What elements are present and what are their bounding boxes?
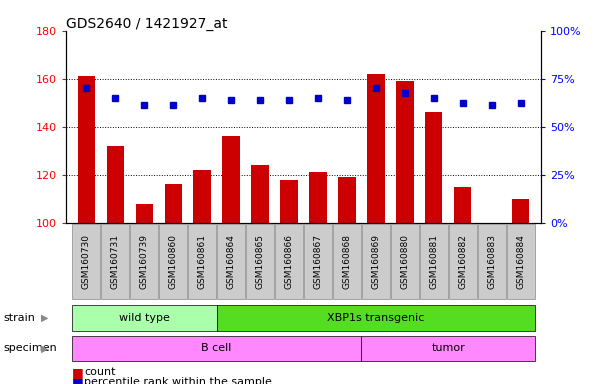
Bar	[280, 180, 297, 223]
Text: wild type: wild type	[119, 313, 169, 323]
FancyBboxPatch shape	[72, 305, 216, 331]
FancyBboxPatch shape	[362, 224, 390, 299]
Bar	[454, 187, 471, 223]
FancyBboxPatch shape	[72, 336, 361, 361]
FancyBboxPatch shape	[102, 224, 129, 299]
Text: tumor: tumor	[432, 343, 465, 354]
FancyBboxPatch shape	[73, 224, 100, 299]
Bar	[106, 146, 124, 223]
FancyBboxPatch shape	[275, 224, 303, 299]
Text: GSM160882: GSM160882	[458, 234, 467, 288]
Text: GSM160860: GSM160860	[169, 233, 178, 289]
FancyBboxPatch shape	[130, 224, 158, 299]
FancyBboxPatch shape	[361, 336, 535, 361]
Bar	[425, 112, 442, 223]
Text: GSM160868: GSM160868	[343, 233, 352, 289]
Text: GSM160731: GSM160731	[111, 233, 120, 289]
Bar	[194, 170, 211, 223]
FancyBboxPatch shape	[333, 224, 361, 299]
Text: GSM160861: GSM160861	[198, 233, 207, 289]
Text: GDS2640 / 1421927_at: GDS2640 / 1421927_at	[66, 17, 228, 31]
FancyBboxPatch shape	[188, 224, 216, 299]
Text: specimen: specimen	[3, 343, 56, 354]
Text: strain: strain	[3, 313, 35, 323]
Bar	[251, 165, 269, 223]
Text: GSM160866: GSM160866	[284, 233, 293, 289]
Text: XBP1s transgenic: XBP1s transgenic	[327, 313, 424, 323]
Text: ▶: ▶	[41, 343, 48, 354]
Bar	[367, 74, 385, 223]
Text: GSM160730: GSM160730	[82, 233, 91, 289]
Text: GSM160881: GSM160881	[429, 233, 438, 289]
Text: GSM160883: GSM160883	[487, 233, 496, 289]
Text: GSM160880: GSM160880	[400, 233, 409, 289]
Text: GSM160739: GSM160739	[140, 233, 149, 289]
FancyBboxPatch shape	[449, 224, 477, 299]
FancyBboxPatch shape	[246, 224, 274, 299]
Text: count: count	[84, 367, 115, 377]
Text: ■: ■	[72, 366, 84, 379]
Bar	[338, 177, 356, 223]
FancyBboxPatch shape	[420, 224, 448, 299]
Text: ▶: ▶	[41, 313, 48, 323]
FancyBboxPatch shape	[304, 224, 332, 299]
FancyBboxPatch shape	[507, 224, 534, 299]
Text: percentile rank within the sample: percentile rank within the sample	[84, 377, 272, 384]
FancyBboxPatch shape	[478, 224, 505, 299]
Text: ■: ■	[72, 376, 84, 384]
FancyBboxPatch shape	[216, 305, 535, 331]
Bar	[136, 204, 153, 223]
Bar	[310, 172, 327, 223]
Text: B cell: B cell	[201, 343, 232, 354]
Bar	[222, 136, 240, 223]
Text: GSM160884: GSM160884	[516, 234, 525, 288]
Bar	[78, 76, 95, 223]
Text: GSM160867: GSM160867	[314, 233, 323, 289]
FancyBboxPatch shape	[391, 224, 419, 299]
Bar	[512, 199, 529, 223]
Text: GSM160865: GSM160865	[255, 233, 264, 289]
FancyBboxPatch shape	[159, 224, 187, 299]
Text: GSM160864: GSM160864	[227, 234, 236, 288]
FancyBboxPatch shape	[217, 224, 245, 299]
Bar	[396, 81, 413, 223]
Text: GSM160869: GSM160869	[371, 233, 380, 289]
Bar	[165, 184, 182, 223]
